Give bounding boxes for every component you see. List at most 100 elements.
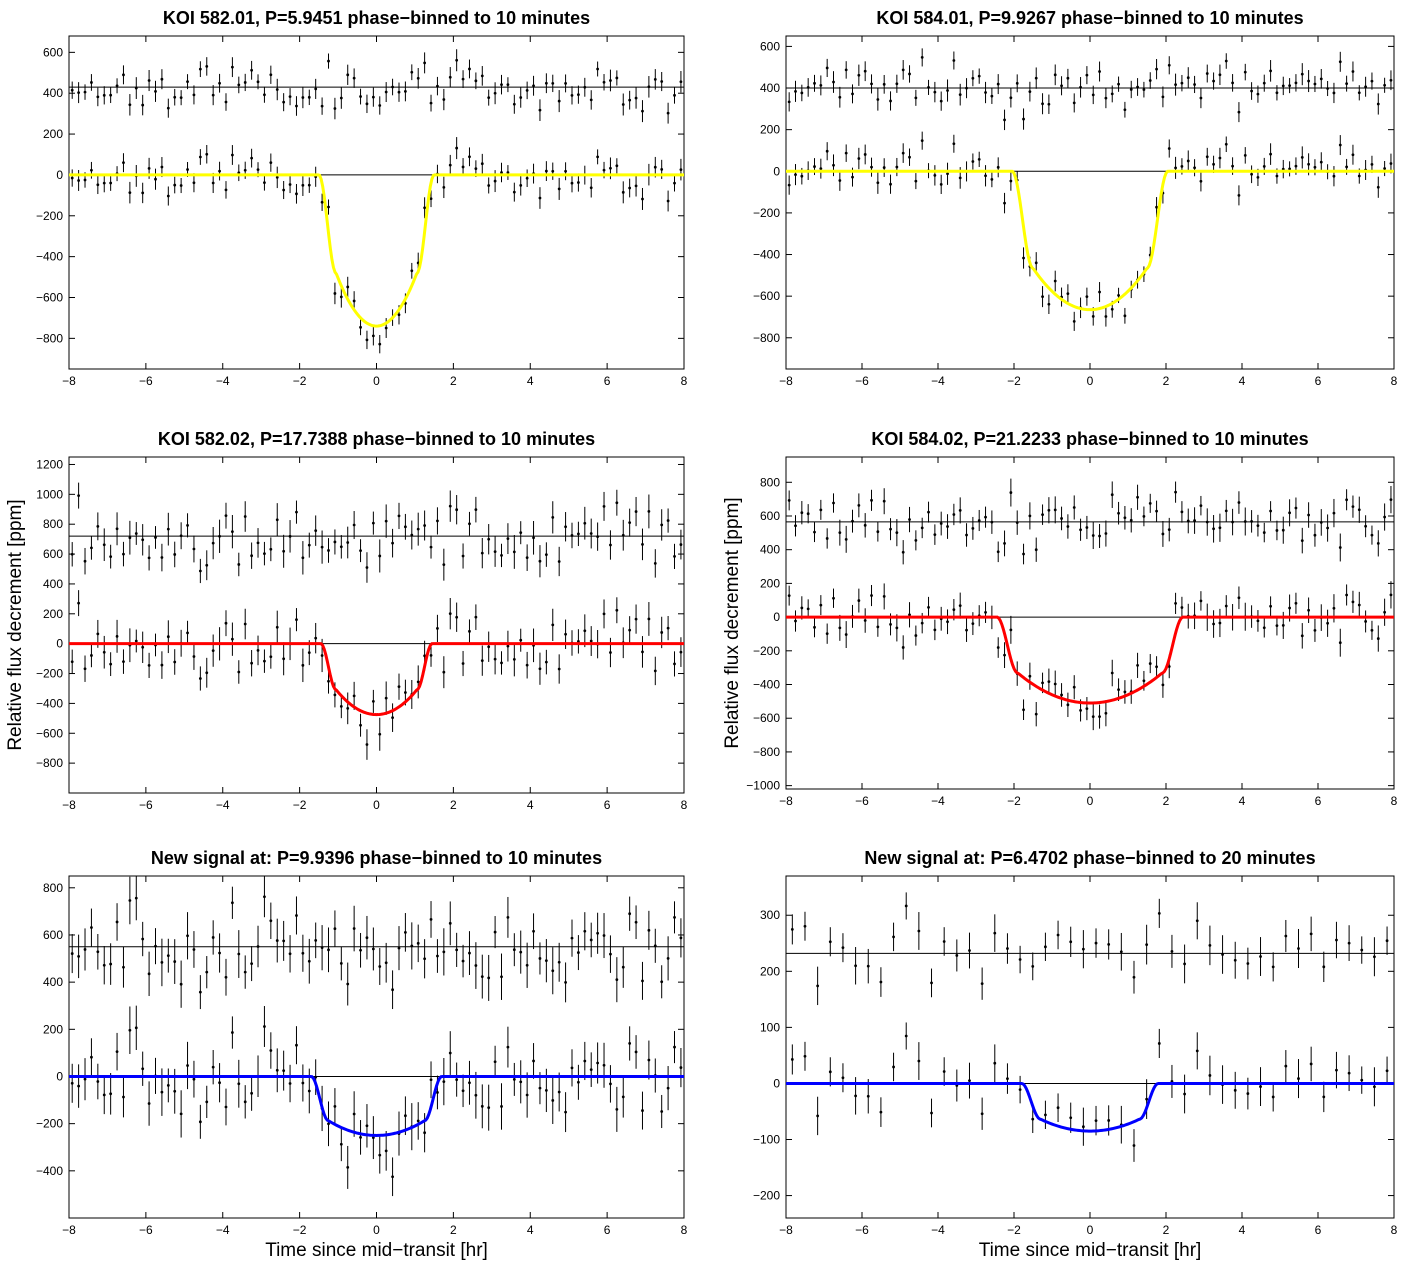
residual-point [666,111,670,115]
residual-point [237,563,241,566]
residual-point [1269,69,1272,73]
y-tick-label: −400 [36,1164,63,1178]
residual-point [141,103,145,107]
data-point [352,299,356,303]
residual-point [275,518,279,522]
residual-point [160,77,164,81]
residual-point [365,936,369,940]
residual-point [461,959,465,963]
data-point [1383,610,1387,614]
data-point [968,1079,971,1083]
residual-point [576,532,580,536]
data-point [946,172,949,176]
residual-point [838,95,842,99]
x-tick-label: 2 [450,374,457,388]
data-point [990,178,994,181]
residual-point [1072,101,1076,105]
data-point [679,1066,683,1069]
residual-point [1326,526,1330,530]
y-tick-label: 600 [760,509,780,523]
data-point [1357,174,1361,178]
data-point [866,1094,870,1098]
data-point [1288,167,1292,171]
data-point [615,608,619,612]
data-point [1028,674,1032,678]
x-tick-label: 0 [1087,1223,1094,1237]
residual-point [359,549,362,553]
data-point [250,156,254,160]
y-tick-label: −800 [753,331,780,345]
data-point [263,659,266,663]
data-point [1066,703,1070,707]
data-point [660,631,664,634]
residual-point [346,541,350,544]
data-point [90,1055,93,1059]
residual-point [243,81,247,84]
data-point [1256,176,1260,179]
data-point [314,1075,318,1079]
x-tick-label: 8 [681,1223,688,1237]
residual-point [819,508,823,512]
data-point [102,181,106,185]
data-point [551,1099,555,1102]
residual-point [653,944,657,948]
residual-point [1136,85,1139,89]
residual-point [851,519,854,523]
data-point [166,194,170,198]
data-point [141,191,145,195]
data-point [416,1119,420,1123]
data-point [1186,159,1190,163]
residual-point [1297,947,1300,950]
residual-point [102,963,106,967]
data-point [359,1135,362,1139]
residual-point [1243,70,1247,74]
residual-point [570,534,574,537]
residual-point [397,946,401,950]
data-point [628,628,632,632]
residual-point [602,80,606,84]
data-point [653,669,657,673]
x-tick-label: −2 [1007,1223,1021,1237]
residual-point [493,91,497,95]
data-point [83,1077,87,1081]
data-point [339,704,343,708]
residual-point [96,950,100,954]
x-tick-label: 6 [1315,794,1322,808]
data-point [1193,166,1196,170]
residual-point [1104,532,1108,535]
data-point [920,139,924,143]
data-point [787,183,791,187]
data-point [327,205,330,209]
residual-point [448,921,452,925]
residual-point [1218,73,1222,77]
data-point [391,1175,394,1179]
data-point [851,175,854,179]
residual-point [564,980,567,984]
data-point [1041,681,1044,685]
data-point [794,173,797,176]
residual-point [333,540,337,544]
residual-point [243,515,247,518]
data-point [243,622,247,626]
residual-point [660,980,664,984]
x-tick-label: 4 [1239,374,1246,388]
residual-point [436,954,439,958]
residual-point [1262,81,1266,85]
data-point [256,649,260,652]
data-point [192,181,196,185]
residual-point [958,508,962,512]
residual-point [660,80,664,83]
residual-point [557,560,561,563]
residual-point [211,936,215,939]
data-point [1079,708,1082,712]
residual-point [1003,542,1006,545]
residual-point [339,962,343,965]
data-point [1104,711,1108,715]
residual-point [666,956,670,960]
residual-point [90,546,93,550]
residual-point [1066,76,1070,80]
data-point [442,1080,446,1084]
residual-point [436,84,439,88]
residual-point [391,988,394,992]
residual-point [854,964,857,968]
